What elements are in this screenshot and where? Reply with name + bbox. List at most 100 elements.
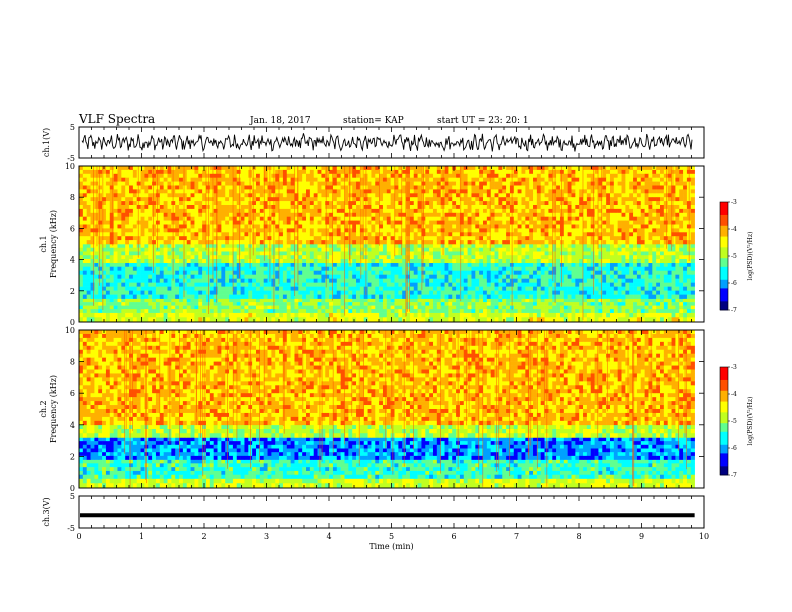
spectrogram-cell bbox=[194, 309, 199, 313]
spectrogram-cell bbox=[209, 278, 214, 283]
spectrogram-cell bbox=[413, 197, 418, 202]
spectrogram-cell bbox=[417, 193, 422, 198]
spectrogram-cell bbox=[344, 205, 349, 210]
spectrogram-cell bbox=[221, 286, 226, 291]
spectrogram-cell bbox=[436, 298, 441, 303]
spectrogram-cell bbox=[221, 244, 226, 249]
spectrogram-cell bbox=[413, 309, 418, 313]
spectrogram-cell bbox=[548, 270, 553, 275]
spectrogram-cell bbox=[348, 201, 353, 206]
spectrogram-cell bbox=[82, 286, 87, 291]
spectrogram-cell bbox=[105, 278, 111, 283]
spectrogram-cell bbox=[152, 201, 157, 206]
spectrogram-cell bbox=[579, 181, 584, 186]
spectrogram-cell bbox=[571, 258, 576, 264]
spectrogram-cell bbox=[352, 278, 357, 283]
spectrogram-cell bbox=[367, 205, 372, 210]
spectrogram-cell bbox=[359, 274, 365, 279]
spectrogram-cell bbox=[475, 305, 480, 310]
spectrogram-cell bbox=[159, 173, 164, 178]
spectrogram-cell bbox=[444, 312, 449, 318]
spectrogram-cell bbox=[179, 274, 184, 279]
spectrogram-cell bbox=[182, 251, 188, 256]
spectrogram-cell bbox=[644, 251, 649, 256]
spectrogram-cell bbox=[275, 258, 280, 264]
spectrogram-cell bbox=[298, 201, 303, 206]
spectrogram-cell bbox=[371, 282, 376, 287]
spectrogram-cell bbox=[198, 302, 203, 306]
spectrogram-cell bbox=[109, 247, 114, 252]
spectrogram-cell bbox=[298, 181, 303, 186]
spectrogram-cell bbox=[259, 166, 264, 171]
spectrogram-cell bbox=[229, 309, 234, 313]
spectrogram-cell bbox=[575, 244, 580, 249]
spectrogram-cell bbox=[275, 166, 280, 171]
spectrogram-cell bbox=[302, 290, 307, 295]
spectrogram-cell bbox=[586, 286, 592, 291]
spectrogram-cell bbox=[452, 185, 457, 190]
spectrogram-cell bbox=[209, 205, 214, 210]
spectrogram-cell bbox=[217, 205, 222, 210]
spectrogram-cell bbox=[98, 258, 103, 264]
spectrogram-cell bbox=[302, 247, 307, 252]
spectrogram-cell bbox=[652, 197, 657, 202]
spectrogram-cell bbox=[375, 244, 380, 249]
spectrogram-cell bbox=[640, 251, 645, 256]
spectrogram-cell bbox=[648, 298, 653, 303]
spectrogram-cell bbox=[290, 177, 295, 182]
spectrogram-cell bbox=[652, 282, 657, 287]
spectrogram-cell bbox=[159, 290, 164, 295]
spectrogram-cell bbox=[167, 258, 172, 264]
spectrogram-cell bbox=[644, 189, 649, 194]
spectrogram-cell bbox=[640, 193, 645, 198]
spectrogram-cell bbox=[517, 274, 522, 279]
spectrogram-cell bbox=[506, 247, 511, 252]
spectrogram-cell bbox=[102, 197, 107, 202]
spectrogram-cell bbox=[440, 302, 445, 306]
spectrogram-cell bbox=[640, 189, 645, 194]
spectrogram-cell bbox=[559, 201, 565, 206]
spectrogram-cell bbox=[521, 189, 526, 194]
spectrogram-cell bbox=[479, 305, 484, 310]
spectrogram-cell bbox=[367, 258, 372, 264]
spectrogram-cell bbox=[186, 302, 191, 306]
spectrogram-cell bbox=[471, 169, 476, 175]
spectrogram-cell bbox=[275, 270, 280, 275]
spectrogram-cell bbox=[525, 298, 530, 303]
spectrogram-cell bbox=[536, 244, 542, 249]
spectrogram-cell bbox=[609, 294, 615, 299]
spectrogram-cell bbox=[533, 286, 538, 291]
spectrogram-cell bbox=[286, 189, 291, 194]
spectrogram-cell bbox=[660, 270, 665, 275]
spectrogram-cell bbox=[359, 251, 365, 256]
spectrogram-cell bbox=[244, 266, 249, 271]
spectrogram-cell bbox=[182, 309, 188, 313]
spectrogram-cell bbox=[571, 247, 576, 252]
spectrogram-cell bbox=[213, 298, 218, 303]
spectrogram-cell bbox=[590, 282, 595, 287]
spectrogram-cell bbox=[240, 193, 245, 198]
spectrogram-cell bbox=[121, 305, 126, 310]
spectrogram-cell bbox=[352, 298, 357, 303]
spectrogram-cell bbox=[290, 247, 295, 252]
spectrogram-cell bbox=[429, 262, 434, 268]
spectrogram-cell bbox=[248, 266, 253, 271]
spectrogram-cell bbox=[159, 286, 164, 291]
spectrogram-cell bbox=[467, 193, 472, 198]
spectrogram-cell bbox=[356, 294, 361, 299]
spectrogram-cell bbox=[336, 305, 341, 310]
spectrogram-cell bbox=[309, 201, 315, 206]
spectrogram-cell bbox=[636, 312, 642, 318]
spectrogram-cell bbox=[590, 169, 595, 175]
spectrogram-cell bbox=[105, 290, 111, 295]
spectrogram-cell bbox=[140, 305, 145, 310]
spectrogram-cell bbox=[152, 290, 157, 295]
spectrogram-cell bbox=[344, 317, 349, 323]
spectrogram-cell bbox=[259, 181, 264, 186]
spectrogram-cell bbox=[663, 197, 668, 202]
spectrogram-cell bbox=[306, 286, 311, 291]
spectrogram-cell bbox=[144, 185, 149, 190]
spectrogram-cell bbox=[444, 309, 449, 313]
spectrogram-cell bbox=[344, 258, 349, 264]
spectrogram-cell bbox=[209, 298, 214, 303]
